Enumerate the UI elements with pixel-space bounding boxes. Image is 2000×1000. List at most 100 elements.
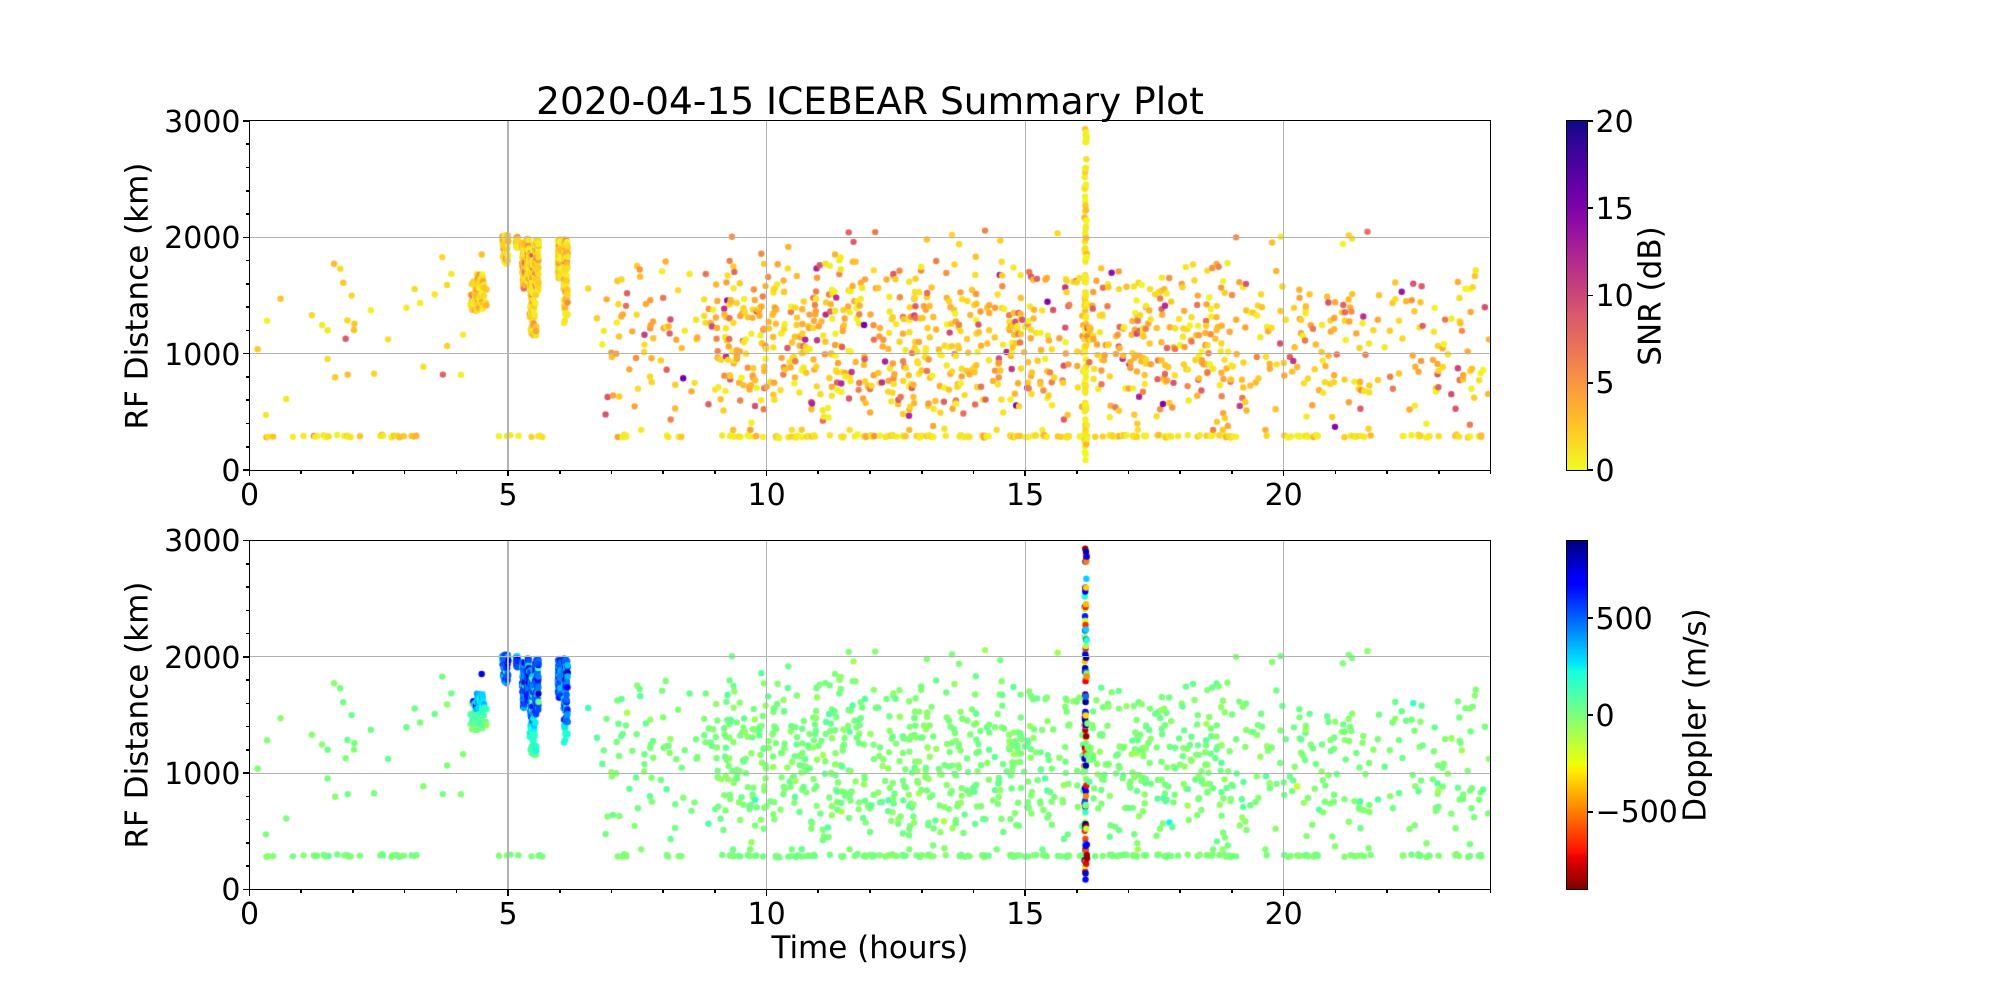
x-minor-tick bbox=[972, 890, 975, 894]
y-minor-tick bbox=[245, 259, 249, 262]
figure-title: 2020-04-15 ICEBEAR Summary Plot bbox=[536, 78, 1204, 123]
y-gridline bbox=[249, 236, 1491, 238]
y-minor-tick bbox=[245, 795, 249, 798]
y-minor-tick bbox=[245, 422, 249, 425]
y-major-tick bbox=[243, 236, 249, 239]
x-tick-label: 5 bbox=[498, 477, 518, 513]
y-gridline bbox=[249, 772, 1491, 774]
colorbar-tick bbox=[1587, 811, 1594, 813]
y-axis-label-snr-panel: RF Distance (km) bbox=[119, 162, 156, 429]
x-minor-tick bbox=[817, 890, 820, 894]
colorbar-label-snr: SNR (dB) bbox=[1632, 225, 1669, 366]
y-minor-tick bbox=[245, 562, 249, 565]
x-minor-tick bbox=[1127, 890, 1130, 894]
y-tick-label: 2000 bbox=[164, 221, 241, 257]
x-minor-tick bbox=[300, 890, 302, 894]
x-tick-label: 20 bbox=[1264, 897, 1303, 932]
y-minor-tick bbox=[245, 609, 249, 612]
y-major-tick bbox=[243, 539, 249, 542]
x-minor-tick bbox=[662, 890, 664, 894]
x-minor-tick bbox=[610, 470, 613, 474]
y-major-tick bbox=[243, 772, 249, 774]
y-minor-tick bbox=[245, 749, 249, 751]
x-minor-tick bbox=[1231, 470, 1233, 474]
x-major-tick bbox=[507, 890, 509, 896]
y-minor-tick bbox=[245, 376, 249, 378]
x-major-tick bbox=[507, 470, 509, 477]
x-axis-label: Time (hours) bbox=[771, 930, 969, 966]
x-gridline bbox=[765, 540, 768, 890]
x-major-tick bbox=[1282, 470, 1285, 477]
y-tick-label: 0 bbox=[221, 873, 241, 909]
x-major-tick bbox=[248, 470, 251, 477]
y-tick-label: 3000 bbox=[164, 104, 241, 140]
x-minor-tick bbox=[558, 470, 561, 474]
colorbar-tick bbox=[1587, 469, 1594, 471]
x-minor-tick bbox=[1489, 890, 1492, 894]
x-tick-label: 15 bbox=[1006, 477, 1045, 513]
colorbar-tick-label: 5 bbox=[1595, 366, 1615, 402]
y-minor-tick bbox=[245, 166, 249, 169]
y-minor-tick bbox=[245, 143, 249, 146]
x-gridline bbox=[1283, 121, 1285, 470]
x-tick-label: 15 bbox=[1006, 897, 1045, 932]
colorbar-tick-label: 10 bbox=[1595, 279, 1634, 314]
x-minor-tick bbox=[610, 890, 613, 894]
x-major-tick bbox=[765, 470, 768, 477]
colorbar-tick bbox=[1587, 120, 1594, 122]
x-major-tick bbox=[248, 890, 251, 896]
colorbar-tick bbox=[1587, 714, 1594, 716]
x-minor-tick bbox=[714, 890, 716, 894]
x-minor-tick bbox=[300, 470, 302, 474]
y-minor-tick bbox=[245, 213, 249, 215]
y-tick-label: 1000 bbox=[164, 757, 241, 793]
x-minor-tick bbox=[1334, 890, 1337, 894]
x-gridline bbox=[765, 121, 768, 470]
y-minor-tick bbox=[245, 702, 249, 705]
x-minor-tick bbox=[403, 470, 406, 474]
snr-axes-box bbox=[248, 120, 1492, 471]
x-gridline bbox=[507, 540, 509, 890]
y-major-tick bbox=[243, 656, 249, 658]
y-tick-label: 2000 bbox=[164, 640, 241, 676]
x-minor-tick bbox=[662, 470, 664, 474]
y-gridline bbox=[249, 353, 1491, 355]
y-minor-tick bbox=[245, 842, 249, 844]
x-tick-label: 0 bbox=[239, 897, 260, 932]
x-major-tick bbox=[765, 890, 768, 896]
y-minor-tick bbox=[245, 283, 249, 285]
snr-colorbar bbox=[1566, 120, 1588, 471]
y-minor-tick bbox=[245, 818, 249, 821]
x-minor-tick bbox=[869, 890, 871, 894]
x-minor-tick bbox=[817, 470, 820, 474]
y-major-tick bbox=[243, 888, 249, 891]
colorbar-tick bbox=[1587, 617, 1594, 619]
x-minor-tick bbox=[558, 890, 561, 894]
y-gridline bbox=[249, 656, 1491, 658]
colorbar-tick-label: 20 bbox=[1595, 104, 1634, 140]
y-minor-tick bbox=[245, 329, 249, 332]
y-axis-label-doppler-panel: RF Distance (km) bbox=[119, 581, 156, 849]
x-tick-label: 0 bbox=[239, 477, 260, 513]
x-tick-label: 20 bbox=[1264, 477, 1303, 513]
y-major-tick bbox=[243, 120, 249, 122]
y-major-tick bbox=[243, 352, 249, 355]
x-minor-tick bbox=[1489, 470, 1492, 474]
x-minor-tick bbox=[352, 470, 354, 474]
x-minor-tick bbox=[1076, 890, 1078, 894]
x-minor-tick bbox=[403, 890, 406, 894]
x-minor-tick bbox=[714, 470, 716, 474]
x-minor-tick bbox=[920, 470, 923, 474]
colorbar-tick bbox=[1587, 381, 1594, 384]
x-minor-tick bbox=[1386, 890, 1388, 894]
x-minor-tick bbox=[1076, 470, 1078, 474]
x-minor-tick bbox=[920, 890, 923, 894]
x-minor-tick bbox=[352, 890, 354, 894]
y-minor-tick bbox=[245, 306, 249, 308]
y-minor-tick bbox=[245, 865, 249, 868]
x-minor-tick bbox=[455, 470, 458, 474]
y-minor-tick bbox=[245, 399, 249, 401]
x-tick-label: 10 bbox=[747, 477, 786, 513]
